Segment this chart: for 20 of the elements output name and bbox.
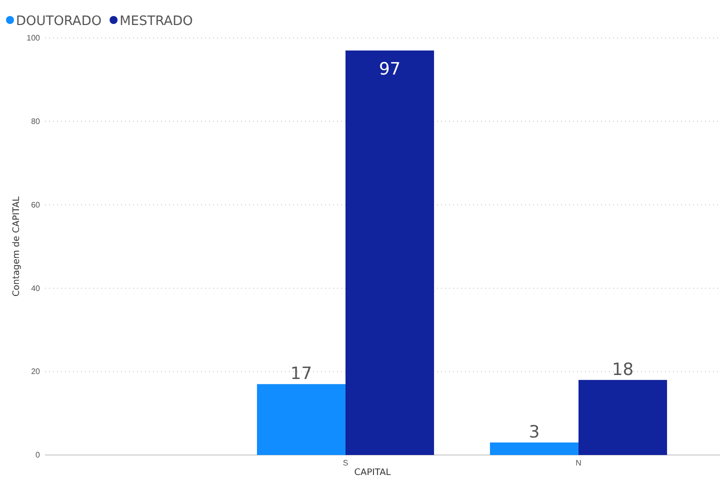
y-tick-label: 20 (31, 367, 41, 376)
y-tick-label: 40 (31, 284, 41, 293)
x-tick-label: S (342, 458, 348, 468)
data-label: 17 (290, 364, 312, 384)
x-tick-label: N (576, 458, 582, 468)
data-label: 97 (378, 60, 401, 80)
data-label: 18 (612, 360, 634, 380)
bar (490, 442, 578, 455)
data-label: 3 (528, 422, 540, 442)
legend-label: DOUTORADO (16, 14, 102, 29)
legend-label: MESTRADO (120, 14, 193, 29)
bar (578, 380, 668, 455)
y-axis-title: Contagem de CAPITAL (12, 196, 22, 297)
x-axis-title: CAPITAL (354, 468, 391, 478)
y-tick-label: 0 (36, 450, 41, 460)
bar (256, 384, 346, 455)
y-tick-label: 80 (31, 116, 41, 126)
y-tick-label: 60 (31, 200, 41, 210)
y-tick-label: 100 (26, 34, 41, 43)
bar (346, 50, 434, 455)
